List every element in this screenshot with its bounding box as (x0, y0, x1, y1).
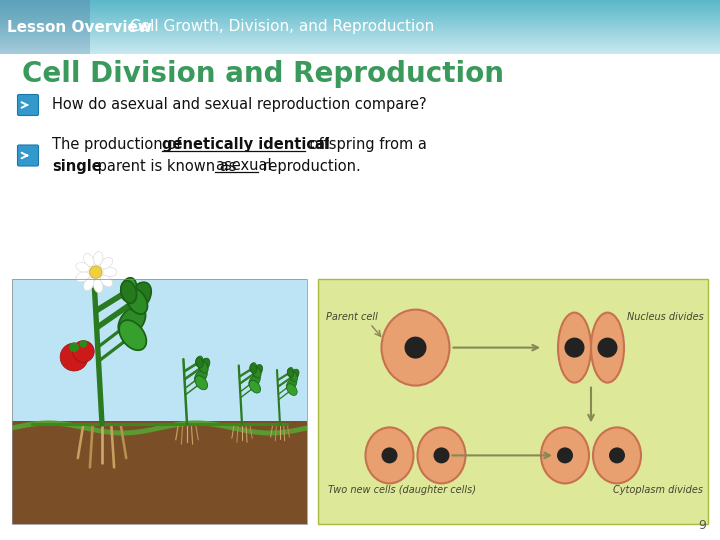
Ellipse shape (100, 275, 112, 287)
Ellipse shape (290, 369, 299, 380)
Ellipse shape (287, 368, 294, 377)
Circle shape (598, 338, 618, 357)
Ellipse shape (194, 369, 207, 383)
Circle shape (60, 343, 88, 371)
Ellipse shape (84, 278, 94, 291)
Ellipse shape (196, 357, 203, 368)
Ellipse shape (541, 427, 589, 483)
Ellipse shape (94, 279, 103, 293)
Ellipse shape (593, 427, 641, 483)
Ellipse shape (76, 272, 89, 282)
Circle shape (609, 448, 625, 463)
Text: Lesson Overview: Lesson Overview (7, 19, 152, 35)
Circle shape (89, 266, 102, 278)
Text: Cell Growth, Division, and Reproduction: Cell Growth, Division, and Reproduction (130, 19, 434, 35)
Ellipse shape (127, 288, 148, 314)
Circle shape (382, 448, 397, 463)
FancyBboxPatch shape (17, 94, 38, 116)
Ellipse shape (250, 364, 256, 373)
Circle shape (73, 341, 94, 362)
Bar (318, 279, 708, 524)
FancyBboxPatch shape (17, 145, 38, 166)
Text: How do asexual and sexual reproduction compare?: How do asexual and sexual reproduction c… (52, 98, 427, 112)
Ellipse shape (289, 372, 297, 381)
Ellipse shape (250, 363, 256, 372)
Text: reproduction.: reproduction. (258, 159, 360, 173)
Circle shape (80, 340, 87, 348)
Ellipse shape (366, 427, 413, 483)
Circle shape (564, 338, 585, 357)
Bar (12, 279, 307, 524)
Circle shape (557, 448, 573, 463)
Ellipse shape (100, 258, 112, 269)
Ellipse shape (252, 367, 261, 378)
Text: Nucleus divides: Nucleus divides (627, 312, 703, 322)
Bar (12, 426, 307, 524)
Text: asexual: asexual (215, 159, 271, 173)
Circle shape (405, 336, 426, 359)
Ellipse shape (118, 306, 145, 336)
Ellipse shape (287, 379, 297, 390)
Text: The production of: The production of (52, 138, 186, 152)
Text: Two new cells (daughter cells): Two new cells (daughter cells) (328, 485, 476, 495)
Ellipse shape (253, 364, 263, 376)
Ellipse shape (76, 262, 89, 272)
Ellipse shape (558, 313, 591, 383)
Text: Cytoplasm divides: Cytoplasm divides (613, 485, 703, 495)
Ellipse shape (119, 320, 146, 350)
Text: single: single (52, 159, 102, 173)
Ellipse shape (249, 375, 261, 387)
Ellipse shape (128, 282, 151, 311)
Ellipse shape (591, 313, 624, 383)
Ellipse shape (195, 376, 207, 390)
Ellipse shape (94, 252, 103, 265)
Text: 9: 9 (698, 519, 706, 532)
Ellipse shape (84, 254, 94, 267)
Ellipse shape (196, 356, 203, 367)
Ellipse shape (103, 267, 117, 276)
Ellipse shape (418, 427, 466, 483)
Ellipse shape (121, 281, 137, 303)
Text: genetically identical: genetically identical (162, 138, 330, 152)
Ellipse shape (249, 381, 261, 393)
Ellipse shape (287, 384, 297, 395)
Ellipse shape (121, 278, 137, 301)
Bar (12, 279, 307, 426)
Circle shape (69, 342, 79, 352)
Ellipse shape (287, 367, 293, 376)
Ellipse shape (199, 358, 210, 372)
Ellipse shape (199, 361, 208, 373)
Text: parent is known as: parent is known as (93, 159, 241, 173)
Text: Cell Division and Reproduction: Cell Division and Reproduction (22, 60, 504, 88)
Text: offspring from a: offspring from a (305, 138, 426, 152)
Text: Parent cell: Parent cell (326, 312, 378, 322)
Ellipse shape (382, 309, 449, 386)
Circle shape (433, 448, 449, 463)
